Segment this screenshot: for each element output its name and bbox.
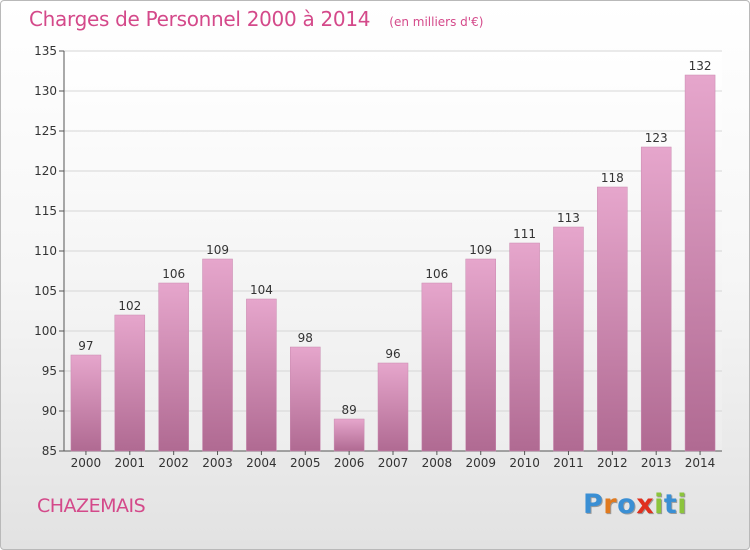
data-label: 106 xyxy=(162,267,185,281)
bar xyxy=(597,186,628,452)
bar xyxy=(640,146,672,452)
y-tick-label: 95 xyxy=(42,364,57,378)
data-label: 98 xyxy=(298,331,313,345)
bar xyxy=(465,258,496,452)
data-label: 97 xyxy=(78,339,93,353)
bar xyxy=(246,298,277,452)
x-tick-label: 2013 xyxy=(641,456,672,470)
bar xyxy=(290,346,321,452)
bar xyxy=(377,362,409,452)
data-label: 102 xyxy=(118,299,141,313)
bar xyxy=(684,74,716,452)
y-tick-label: 120 xyxy=(34,164,57,178)
data-label: 109 xyxy=(206,243,229,257)
x-tick-label: 2010 xyxy=(509,456,540,470)
data-label: 132 xyxy=(689,59,712,73)
logo-letter: i xyxy=(677,489,688,520)
bar xyxy=(70,354,102,452)
x-tick-label: 2005 xyxy=(290,456,321,470)
y-tick-label: 90 xyxy=(42,404,57,418)
y-tick-label: 125 xyxy=(34,124,57,138)
data-label: 111 xyxy=(513,227,536,241)
x-tick-label: 2009 xyxy=(465,456,496,470)
data-label: 113 xyxy=(557,211,580,225)
y-tick-label: 115 xyxy=(34,204,57,218)
x-tick-label: 2006 xyxy=(334,456,365,470)
x-tick-label: 2001 xyxy=(115,456,146,470)
logo-letter: P xyxy=(583,489,604,520)
proxiti-logo: Proxiti xyxy=(583,489,687,520)
chart-subtitle: (en milliers d'€) xyxy=(389,15,484,29)
x-tick-label: 2007 xyxy=(378,456,409,470)
bar xyxy=(114,314,146,452)
data-label: 118 xyxy=(601,171,624,185)
y-tick-label: 130 xyxy=(34,84,57,98)
x-tick-label: 2002 xyxy=(158,456,189,470)
y-tick-label: 110 xyxy=(34,244,57,258)
x-tick-label: 2003 xyxy=(202,456,233,470)
data-label: 106 xyxy=(425,267,448,281)
y-tick-label: 105 xyxy=(34,284,57,298)
data-label: 104 xyxy=(250,283,273,297)
bar xyxy=(158,282,189,452)
y-tick-label: 85 xyxy=(42,444,57,458)
bar xyxy=(421,282,453,452)
chart-title: Charges de Personnel 2000 à 2014 xyxy=(29,7,371,31)
title-row: Charges de Personnel 2000 à 2014 (en mil… xyxy=(29,7,483,31)
y-tick-label: 100 xyxy=(34,324,57,338)
x-tick-label: 2000 xyxy=(71,456,102,470)
x-tick-label: 2008 xyxy=(422,456,453,470)
data-label: 123 xyxy=(645,131,668,145)
commune-name: CHAZEMAIS xyxy=(37,495,146,517)
bar xyxy=(553,226,584,452)
logo-letter: r xyxy=(603,489,618,520)
logo-letter: i xyxy=(654,489,664,520)
x-tick-label: 2011 xyxy=(553,456,584,470)
data-label: 89 xyxy=(341,403,356,417)
bar xyxy=(509,242,540,452)
bar xyxy=(333,418,365,452)
logo-letter: x xyxy=(636,489,655,520)
data-label: 109 xyxy=(469,243,492,257)
logo-letter: o xyxy=(617,489,637,520)
y-tick-label: 135 xyxy=(34,44,57,58)
data-label: 96 xyxy=(385,347,400,361)
bar xyxy=(202,258,233,452)
x-tick-label: 2012 xyxy=(597,456,628,470)
logo-letter: t xyxy=(663,489,678,520)
x-tick-label: 2004 xyxy=(246,456,277,470)
x-tick-label: 2014 xyxy=(685,456,716,470)
